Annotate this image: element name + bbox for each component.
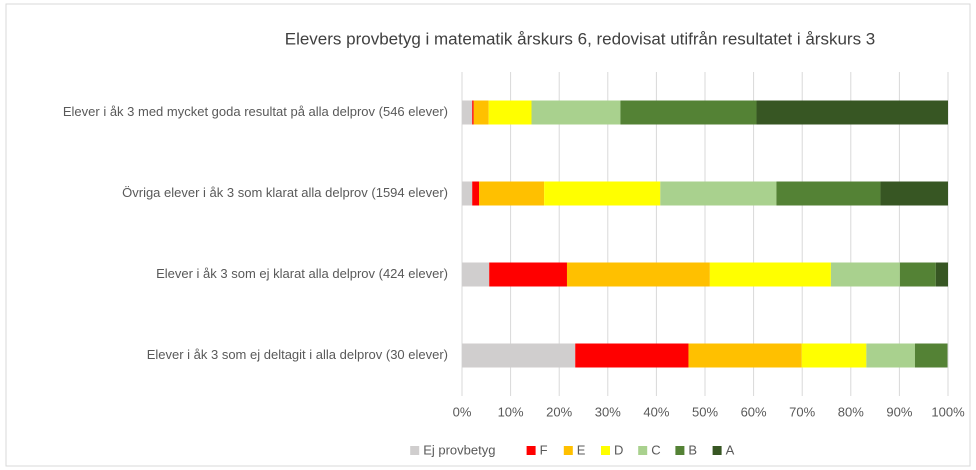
x-tick-label: 50% bbox=[692, 404, 718, 419]
bar-segment bbox=[660, 181, 777, 206]
legend-swatch bbox=[410, 446, 420, 455]
bar-segment bbox=[472, 100, 474, 125]
bar-segment bbox=[479, 181, 545, 206]
legend-label: C bbox=[651, 442, 660, 457]
bar-segment bbox=[489, 262, 567, 287]
y-tick-label: Elever i åk 3 som ej klarat alla delprov… bbox=[156, 266, 448, 281]
legend-swatch bbox=[563, 446, 573, 455]
y-tick-label: Elever i åk 3 med mycket goda resultat p… bbox=[63, 104, 448, 119]
bar-segment bbox=[472, 181, 480, 206]
legend-swatch bbox=[675, 446, 685, 455]
legend-label: B bbox=[688, 442, 697, 457]
bar-segment bbox=[688, 343, 802, 368]
x-tick-label: 10% bbox=[498, 404, 524, 419]
y-tick-label: Elever i åk 3 som ej deltagit i alla del… bbox=[147, 347, 448, 362]
chart-title: Elevers provbetyg i matematik årskurs 6,… bbox=[285, 29, 876, 48]
legend-label: E bbox=[577, 442, 586, 457]
bar-segment bbox=[935, 262, 948, 287]
legend-label: D bbox=[614, 442, 623, 457]
legend-swatch bbox=[638, 446, 648, 455]
legend-swatch bbox=[601, 446, 610, 455]
x-tick-label: 100% bbox=[931, 404, 965, 419]
bar-segment bbox=[575, 343, 689, 368]
x-tick-label: 60% bbox=[741, 404, 767, 419]
bar-segment bbox=[544, 181, 661, 206]
bar-segment bbox=[462, 343, 576, 368]
bar-segment bbox=[488, 100, 532, 125]
legend-label: F bbox=[540, 442, 548, 457]
x-tick-label: 80% bbox=[838, 404, 864, 419]
legend-swatch bbox=[712, 446, 722, 455]
bar-segment bbox=[830, 262, 900, 287]
x-tick-label: 90% bbox=[886, 404, 912, 419]
x-tick-label: 40% bbox=[643, 404, 669, 419]
bar-segment bbox=[462, 262, 490, 287]
bar-segment bbox=[866, 343, 915, 368]
bar-segment bbox=[620, 100, 757, 125]
bar-segment bbox=[756, 100, 948, 125]
legend-label: A bbox=[726, 442, 735, 457]
x-tick-label: 0% bbox=[453, 404, 472, 419]
bar-segment bbox=[531, 100, 621, 125]
chart-frame bbox=[5, 3, 971, 467]
bar-segment bbox=[462, 100, 473, 125]
bar-segment bbox=[801, 343, 867, 368]
bar-segment bbox=[776, 181, 881, 206]
x-tick-label: 30% bbox=[595, 404, 621, 419]
bar-segment bbox=[566, 262, 710, 287]
bar-segment bbox=[473, 100, 489, 125]
y-tick-label: Övriga elever i åk 3 som klarat alla del… bbox=[122, 185, 448, 200]
x-tick-label: 70% bbox=[789, 404, 815, 419]
legend-label: Ej provbetyg bbox=[423, 442, 495, 457]
bar-segment bbox=[914, 343, 948, 368]
bar-segment bbox=[899, 262, 936, 287]
x-tick-label: 20% bbox=[546, 404, 572, 419]
bar-segment bbox=[709, 262, 831, 287]
bar-segment bbox=[880, 181, 948, 206]
bar-segment bbox=[462, 181, 473, 206]
legend-swatch bbox=[526, 446, 536, 455]
